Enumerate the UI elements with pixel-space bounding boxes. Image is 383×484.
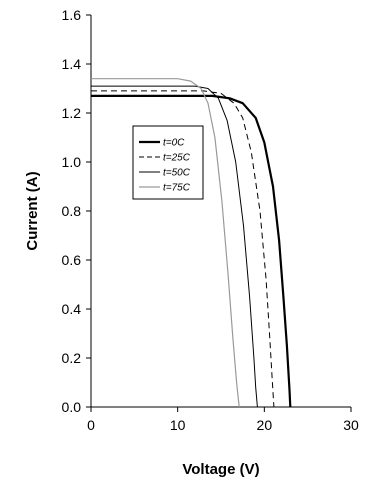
- y-tick-label: 0.6: [62, 252, 82, 268]
- y-tick-label: 1.6: [62, 7, 82, 23]
- series-line-3: [91, 78, 240, 408]
- series-line-1: [91, 90, 275, 408]
- legend-label: t=50C: [163, 168, 191, 179]
- x-tick-label: 30: [343, 417, 359, 433]
- y-tick-label: 1.4: [62, 56, 82, 72]
- series-line-2: [91, 85, 258, 408]
- y-tick-label: 0.8: [62, 203, 82, 219]
- x-axis-title: Voltage (V): [182, 461, 259, 478]
- series-lines: [91, 78, 292, 408]
- y-tick-label: 0.4: [62, 301, 82, 317]
- y-tick-label: 1.0: [62, 154, 82, 170]
- y-axis-title: Current (A): [24, 171, 41, 250]
- y-axis-ticks: 0.0 0.2 0.4 0.6 0.8 1.0 1.2 1.4 1.6: [62, 7, 91, 415]
- y-tick-label: 0.0: [62, 399, 82, 415]
- x-tick-label: 20: [257, 417, 273, 433]
- legend-label: t=75C: [163, 183, 191, 194]
- legend-label: t=25C: [163, 153, 191, 164]
- y-tick-label: 0.2: [62, 350, 82, 366]
- series-line-0: [91, 94, 292, 408]
- x-axis-ticks: 0 10 20 30: [87, 407, 359, 433]
- legend: t=0C t=25C t=50C t=75C: [132, 125, 204, 200]
- y-tick-label: 1.2: [62, 105, 82, 121]
- x-tick-label: 0: [87, 417, 95, 433]
- legend-items: t=0C t=25C t=50C t=75C: [139, 138, 191, 194]
- x-tick-label: 10: [170, 417, 186, 433]
- legend-label: t=0C: [163, 138, 185, 149]
